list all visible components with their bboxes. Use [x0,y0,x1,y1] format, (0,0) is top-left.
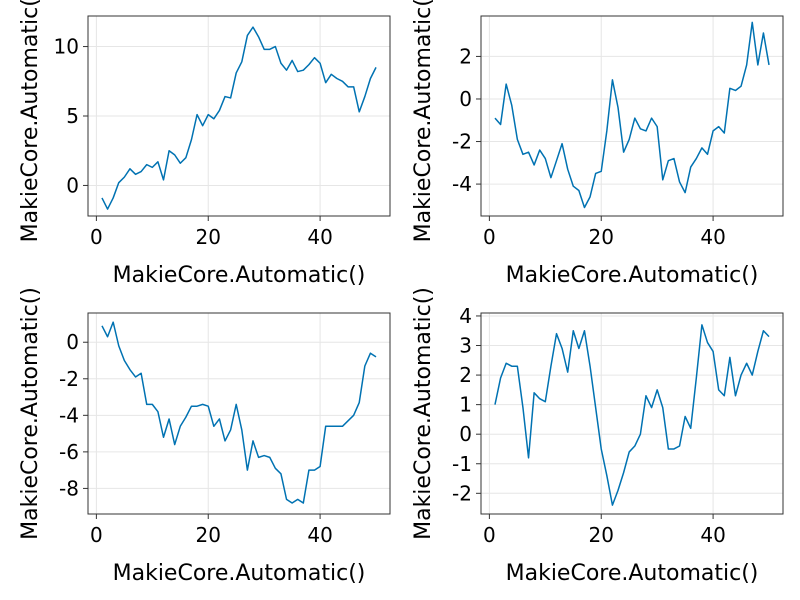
y-axis-label: MakieCore.Automatic() [18,0,43,242]
series-line-1 [494,21,770,209]
x-axis-label: MakieCore.Automatic() [113,263,366,288]
x-tick-label: 0 [483,225,496,249]
y-axis-label: MakieCore.Automatic() [411,287,436,540]
y-tick-label: 0 [459,422,472,446]
axes-frame [87,312,391,515]
y-tick-label: 3 [459,334,472,358]
x-tick-label: 40 [307,523,332,547]
y-tick-label: 2 [459,363,472,387]
y-tick-label: -8 [59,476,79,500]
y-tick-label: -2 [452,481,472,505]
x-tick-label: 20 [196,225,221,249]
y-tick-label: -1 [452,452,472,476]
x-tick-label: 0 [90,523,103,547]
y-tick-label: -6 [59,440,79,464]
chart-panel-1: 0 20 40 0 5 10 MakieCore.Automatic() MakieCore.… [18,0,391,288]
x-axis-label: MakieCore.Automatic() [506,561,759,586]
x-tick-label: 40 [700,225,725,249]
x-tick-label: 20 [196,523,221,547]
y-tick-label: -2 [452,130,472,154]
x-tick-label: 0 [483,523,496,547]
x-tick-label: 0 [90,225,103,249]
chart-panel-3: 0 20 40 -8 -6 -4 -2 0 MakieCore.Automatic() Makie… [18,287,391,586]
y-axis-label: MakieCore.Automatic() [411,0,436,242]
y-tick-label: -2 [59,367,79,391]
chart-panel-4: 0 20 40 -2 -1 0 1 2 3 4 MakieCore.Automatic() Makie… [411,287,784,586]
y-tick-label: -4 [452,172,472,196]
x-tick-label: 20 [589,523,614,547]
x-tick-label: 20 [589,225,614,249]
series-line-1 [494,324,770,506]
y-tick-label: 0 [66,173,79,197]
y-tick-label: 2 [459,44,472,68]
y-tick-label: -4 [59,403,79,427]
series-line-1 [101,26,377,210]
y-tick-label: 1 [459,393,472,417]
y-tick-label: 0 [459,87,472,111]
y-axis-label: MakieCore.Automatic() [18,287,43,540]
y-tick-label: 10 [54,35,79,59]
axes-frame [480,15,784,217]
axes-frame [480,312,784,515]
y-tick-label: 0 [66,330,79,354]
series-line-1 [101,321,377,504]
y-tick-label: 4 [459,304,472,328]
y-tick-label: 5 [66,104,79,128]
chart-panel-2: 0 20 40 -4 -2 0 2 MakieCore.Automatic() MakieCor… [411,0,784,288]
x-tick-label: 40 [700,523,725,547]
x-axis-label: MakieCore.Automatic() [113,561,366,586]
x-axis-label: MakieCore.Automatic() [506,263,759,288]
x-tick-label: 40 [307,225,332,249]
